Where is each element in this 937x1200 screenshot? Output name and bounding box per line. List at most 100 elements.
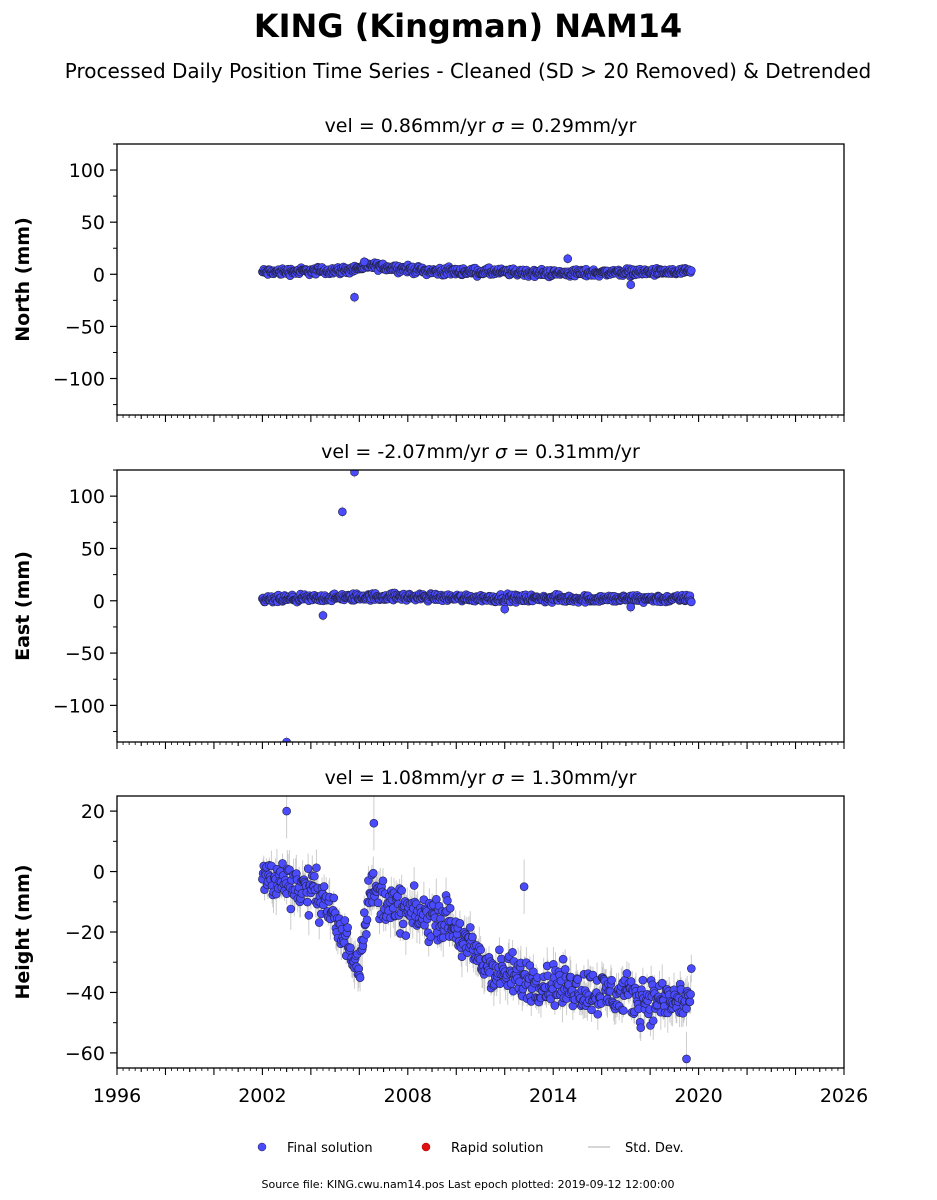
y-tick-label: −100 xyxy=(53,695,105,717)
figure-title: KING (Kingman) NAM14 xyxy=(254,7,682,45)
legend-item: Final solution xyxy=(257,1141,373,1156)
height-error-bars xyxy=(261,796,692,1068)
y-tick-label: 50 xyxy=(81,538,105,560)
y-tick-label: 20 xyxy=(81,801,105,823)
height-panel-title: vel = 1.08mm/yr σ = 1.30mm/yr xyxy=(325,767,637,789)
final-solution-point xyxy=(550,1001,560,1010)
final-solution-point xyxy=(445,903,455,913)
final-solution-point xyxy=(476,945,485,955)
final-solution-point xyxy=(343,923,352,932)
y-tick-label: 100 xyxy=(69,160,105,182)
north-plot-frame xyxy=(116,143,845,416)
y-tick-label: −50 xyxy=(65,643,105,665)
final-solution-point xyxy=(558,954,568,964)
final-solution-point xyxy=(303,864,313,873)
final-solution-point xyxy=(426,932,436,942)
final-solution-point xyxy=(310,871,319,881)
panels-group: vel = 0.86mm/yr σ = 0.29mm/yr 100 50 0 −50 −1… xyxy=(12,115,845,1075)
final-solution-point xyxy=(687,964,696,973)
final-solution-point xyxy=(312,863,321,873)
x-tick-label: 2014 xyxy=(529,1085,577,1107)
shared-x-axis: 1996 2002 2008 2014 2020 2026 xyxy=(93,1085,868,1107)
east-data-points xyxy=(258,470,696,742)
final-solution-point xyxy=(626,280,636,290)
east-y-axis-label: East (mm) xyxy=(12,551,34,661)
x-tick-label: 2026 xyxy=(820,1085,868,1107)
y-tick-label: 50 xyxy=(81,212,105,234)
legend-label: Std. Dev. xyxy=(625,1141,684,1156)
north-panel-title: vel = 0.86mm/yr σ = 0.29mm/yr xyxy=(325,115,637,137)
final-solution-point xyxy=(465,923,475,932)
final-solution-point xyxy=(685,997,695,1006)
final-solution-point xyxy=(282,737,291,742)
y-tick-label: 100 xyxy=(69,486,105,508)
final-solution-point xyxy=(278,859,287,868)
legend-label: Final solution xyxy=(287,1141,373,1156)
east-plot-frame xyxy=(116,469,845,743)
y-tick-label: −50 xyxy=(65,316,105,338)
y-tick-label: −60 xyxy=(65,1043,105,1065)
north-panel: vel = 0.86mm/yr σ = 0.29mm/yr 100 50 0 −50 −1… xyxy=(12,115,845,422)
final-solution-point xyxy=(318,611,328,620)
legend-marker xyxy=(257,1142,267,1152)
north-velocity-label: vel = 0.86mm/yr xyxy=(325,115,492,137)
y-tick-label: 0 xyxy=(93,264,105,286)
x-tick-label: 2002 xyxy=(238,1085,286,1107)
final-solution-point xyxy=(682,1054,691,1064)
final-solution-point xyxy=(443,896,452,905)
final-solution-point xyxy=(638,975,648,985)
final-solution-point xyxy=(455,919,465,928)
north-x-ticks xyxy=(116,415,845,422)
final-solution-point xyxy=(397,886,406,895)
y-tick-label: 0 xyxy=(93,591,105,613)
east-x-ticks xyxy=(116,742,845,749)
height-plot-frame xyxy=(116,795,845,1069)
height-panel: vel = 1.08mm/yr σ = 1.30mm/yr 20 0 −20 −40 −6… xyxy=(12,767,845,1075)
final-solution-point xyxy=(368,868,378,878)
final-solution-point xyxy=(359,908,369,917)
final-solution-point xyxy=(338,507,347,517)
y-tick-label: −100 xyxy=(53,369,105,391)
final-solution-point xyxy=(303,897,312,907)
legend: Final solution Rapid solution Std. Dev. xyxy=(257,1141,684,1156)
final-solution-point xyxy=(362,930,371,939)
final-solution-point xyxy=(607,975,616,985)
height-x-ticks xyxy=(116,1068,845,1075)
north-sigma-label: = 0.29mm/yr xyxy=(504,115,637,137)
final-solution-point xyxy=(314,918,324,927)
final-solution-point xyxy=(593,1009,603,1019)
height-data-points xyxy=(258,796,696,1068)
final-solution-point xyxy=(687,266,696,275)
final-solution-point xyxy=(468,932,477,942)
final-solution-point xyxy=(401,931,411,940)
final-solution-point xyxy=(626,977,636,986)
height-velocity-label: vel = 1.08mm/yr xyxy=(325,767,492,789)
east-sigma-label: = 0.31mm/yr xyxy=(507,441,640,463)
north-markers xyxy=(258,254,696,302)
final-solution-point xyxy=(362,915,372,925)
legend-label: Rapid solution xyxy=(451,1141,543,1156)
final-solution-point xyxy=(485,968,494,977)
final-solution-point xyxy=(346,943,355,953)
x-tick-label: 2008 xyxy=(384,1085,432,1107)
final-solution-point xyxy=(369,818,379,828)
legend-item: Std. Dev. xyxy=(588,1141,684,1156)
final-solution-point xyxy=(304,911,314,920)
height-y-axis: 20 0 −20 −40 −60 Height (mm) xyxy=(12,801,117,1065)
east-panel-title: vel = -2.07mm/yr σ = 0.31mm/yr xyxy=(321,441,640,463)
north-y-axis-label: North (mm) xyxy=(12,217,34,342)
legend-marker xyxy=(421,1142,431,1152)
final-solution-point xyxy=(626,602,636,612)
final-solution-point xyxy=(398,919,408,929)
final-solution-point xyxy=(409,881,419,890)
east-velocity-label: vel = -2.07mm/yr xyxy=(321,441,495,463)
north-sigma-symbol: σ xyxy=(492,115,505,137)
height-sigma-symbol: σ xyxy=(492,767,505,789)
x-tick-label: 1996 xyxy=(93,1085,141,1107)
final-solution-point xyxy=(657,978,667,988)
final-solution-point xyxy=(687,597,696,607)
y-tick-label: 0 xyxy=(93,862,105,884)
final-solution-point xyxy=(563,254,573,263)
figure-subtitle: Processed Daily Position Time Series - C… xyxy=(65,59,871,83)
final-solution-point xyxy=(560,965,570,974)
